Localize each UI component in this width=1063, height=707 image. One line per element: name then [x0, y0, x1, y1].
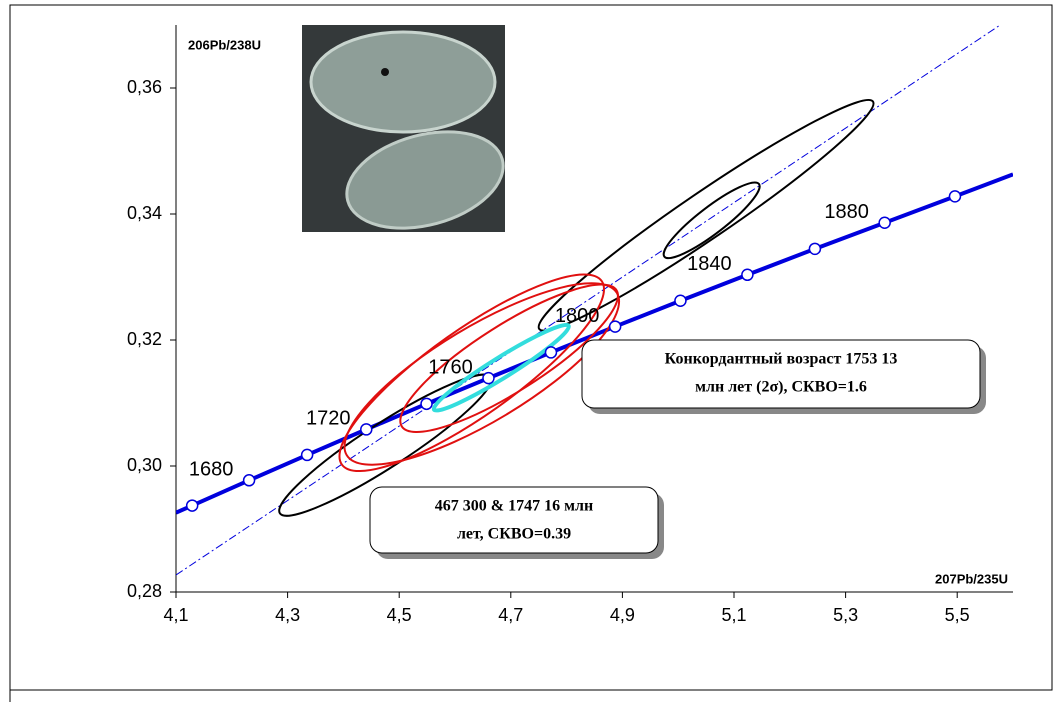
age-point [675, 295, 686, 306]
x-tick-label: 4,1 [163, 605, 188, 625]
age-label: 1760 [428, 356, 473, 378]
photo [302, 25, 514, 244]
age-point [742, 269, 753, 280]
y-tick-label: 0,34 [127, 203, 162, 223]
y-tick-label: 0,28 [127, 581, 162, 601]
age-point [809, 243, 820, 254]
x-tick-label: 5,1 [721, 605, 746, 625]
age-point [949, 191, 960, 202]
annotation-text: Конкордантный возраст 1753 13 [665, 351, 898, 368]
age-point [483, 373, 494, 384]
age-point [545, 347, 556, 358]
x-tick-label: 4,9 [610, 605, 635, 625]
age-point [879, 217, 890, 228]
age-point [302, 449, 313, 460]
y-tick-label: 0,36 [127, 77, 162, 97]
annotation-text: 467 300 & 1747 16 млн [435, 498, 593, 515]
chart: 0,28 0,30 0,32 0,34 0,36 4,1 4,3 4,5 4,7 4,9 5,1 5,… [0, 0, 1063, 702]
age-point [421, 398, 432, 409]
x-tick-label: 5,3 [833, 605, 858, 625]
y-axis-label: 206Pb/238U [188, 37, 261, 52]
age-label: 1680 [189, 459, 234, 481]
age-label: 1800 [555, 305, 600, 327]
x-tick-label: 5,5 [945, 605, 970, 625]
age-label: 1840 [687, 253, 732, 275]
age-point [610, 321, 621, 332]
y-tick-label: 0,32 [127, 329, 162, 349]
x-tick-label: 4,3 [275, 605, 300, 625]
age-point [187, 500, 198, 511]
y-tick-label: 0,30 [127, 455, 162, 475]
x-tick-label: 4,5 [387, 605, 412, 625]
annotation-text: лет, СКВО=0.39 [457, 526, 571, 543]
age-label: 1880 [824, 201, 869, 223]
x-axis-label: 207Pb/235U [935, 571, 1008, 586]
age-label: 1720 [306, 408, 351, 430]
age-point [244, 475, 255, 486]
x-tick-label: 4,7 [498, 605, 523, 625]
age-point [361, 424, 372, 435]
annotation-text: млн лет (2σ), СКВО=1.6 [695, 379, 867, 396]
